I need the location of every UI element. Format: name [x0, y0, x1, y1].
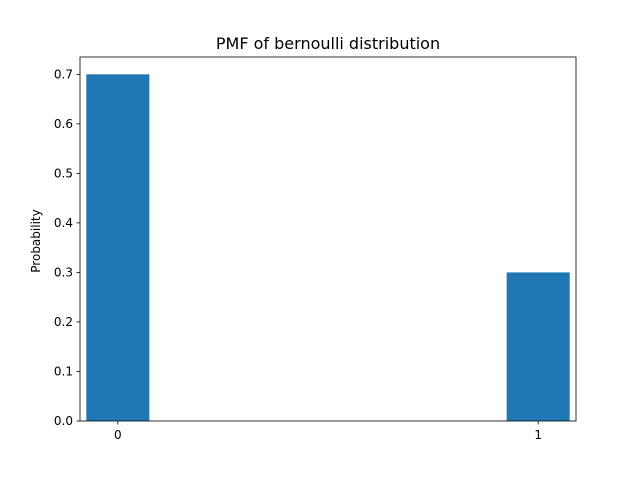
y-axis-title: Probability: [29, 209, 43, 272]
x-tick-label: 0: [114, 428, 122, 442]
chart-title: PMF of bernoulli distribution: [216, 34, 440, 53]
y-tick-label: 0.1: [54, 364, 73, 378]
plot-frame: [79, 56, 577, 422]
y-tick-label: 0.6: [54, 117, 73, 131]
y-tick-label: 0.4: [54, 216, 73, 230]
bar-1: [506, 272, 570, 421]
y-tick-label: 0.3: [54, 265, 73, 279]
x-tick-label: 1: [534, 428, 542, 442]
y-tick-label: 0.2: [54, 315, 73, 329]
y-tick-label: 0.7: [54, 67, 73, 81]
bar-0: [86, 74, 150, 421]
y-tick-label: 0.0: [54, 414, 73, 428]
y-tick-label: 0.5: [54, 166, 73, 180]
bars-group: [86, 74, 570, 421]
y-axis: 0.0 0.1 0.2 0.3 0.4 0.5 0.6 0.7: [54, 67, 80, 428]
